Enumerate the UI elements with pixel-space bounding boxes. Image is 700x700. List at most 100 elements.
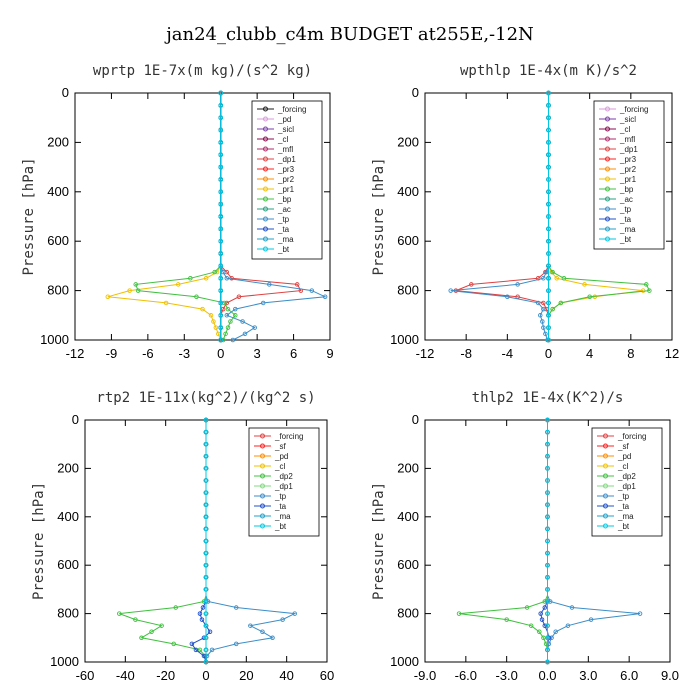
legend-label: _ma [274,512,291,521]
data-point_dp2 [159,623,164,628]
data-point_bt [545,538,550,544]
legend-label: _forcing [274,432,303,441]
y-tick-label: 800 [397,283,419,298]
legend-label: _pr3 [619,155,637,164]
x-tick-label: -3 [179,346,191,361]
data-point_bt [546,201,551,207]
data-point_bt [203,575,209,580]
panel-1: wprtp 1E-7x(m kg)/(s^2 kg) Pressure [hPa]… [21,63,334,361]
data-point_bt [546,140,551,145]
x-tick-label: -9.0 [414,668,436,683]
data-point_dp2 [524,605,530,610]
data-point_ta [199,617,205,622]
x-tick-label: -9 [106,346,118,361]
data-point_dp2 [456,611,462,616]
data-point_pr1 [200,306,205,312]
y-tick-label: 600 [57,557,79,572]
data-point_tp [553,629,558,635]
data-point_bp [228,319,233,324]
data-point_tp [224,313,230,318]
y-axis-label: Pressure [hPa] [31,482,47,600]
data-point_tp [252,325,257,330]
legend-marker [260,493,265,499]
data-point_bt [546,214,551,219]
y-axis-label: Pressure [hPa] [371,482,387,600]
panel-title: wpthlp 1E-4x(m K)/s^2 [460,63,637,79]
data-point_bt [546,189,551,195]
panel-title: rtp2 1E-11x(kg^2)/(kg^2 s) [96,390,315,406]
data-point_bt [218,226,223,232]
y-tick-label: 400 [397,184,419,199]
legend-marker [263,196,268,202]
legend-marker [605,226,610,232]
data-point_bt [203,550,209,556]
data-point_tp [209,647,215,653]
data-point_dp1 [236,294,242,300]
legend-label: _dp2 [274,472,293,481]
legend-marker [605,146,610,152]
data-point_bt [545,441,550,447]
data-point_bt [545,417,550,423]
legend-marker [605,136,610,142]
x-tick-label: 0 [217,346,224,361]
data-point_bt [545,635,550,641]
x-tick-label: -20 [156,668,175,683]
legend-label: _bp [277,195,292,204]
legend-marker [603,503,608,509]
data-point_bt [545,562,550,568]
legend-label: _cl [274,462,285,471]
data-point_bt [545,611,550,616]
legend-marker [605,126,610,132]
legend-marker [605,176,610,182]
series-line_ta [191,420,211,663]
x-tick-label: -40 [116,668,135,683]
legend-label: _ac [619,195,633,204]
legend-marker [263,236,268,242]
data-point_ta [207,629,213,635]
data-point_tp [569,605,575,610]
data-point_ta [200,605,206,610]
data-point_bp [188,276,193,281]
data-point_bt [545,659,550,665]
data-point_bt [203,562,209,568]
legend-label: _ma [617,512,634,521]
x-tick-label: 8 [627,346,634,361]
legend-marker [260,523,265,529]
legend-marker [603,523,608,529]
data-point_bp [225,306,231,312]
data-point_bt [545,623,550,628]
data-point_bt [546,288,551,293]
x-tick-label: 60 [320,668,334,683]
data-point_pr1 [211,319,216,324]
legend-marker [603,443,608,449]
legend-marker [260,513,265,519]
data-point_bt [203,514,209,520]
legend-marker [605,216,610,222]
data-point_pr1 [105,294,111,300]
data-point_bp [561,276,567,281]
data-point_tp [292,611,297,616]
data-point_bt [545,490,550,495]
y-tick-label: 400 [57,509,79,524]
data-point_bt [203,454,209,459]
data-point_dp1 [294,282,300,287]
legend-label: _ac [277,205,291,214]
data-point_bt [218,263,223,269]
data-point_bt [546,152,551,157]
data-point_bt [545,599,550,604]
x-tick-label: 0 [545,346,552,361]
legend-label: _pd [277,115,291,124]
legend-marker [603,463,608,469]
data-point_ta [539,617,545,622]
legend-marker [605,236,610,242]
data-point_bt [203,490,209,495]
legend-label: _tp [617,492,630,501]
data-point_tp [233,605,239,610]
data-point_tp [240,319,245,324]
data-point_bt [546,263,551,269]
data-point_pr1 [582,282,587,287]
legend-marker [263,106,268,112]
y-tick-label: 1000 [50,654,79,669]
legend-label: _bt [274,522,287,531]
data-point_pr1 [203,276,209,281]
